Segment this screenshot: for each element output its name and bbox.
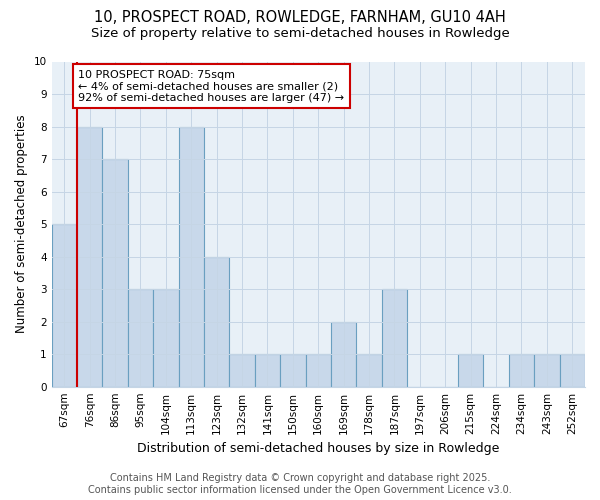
Bar [204,256,229,386]
Y-axis label: Number of semi-detached properties: Number of semi-detached properties [15,115,28,334]
X-axis label: Distribution of semi-detached houses by size in Rowledge: Distribution of semi-detached houses by … [137,442,499,455]
Bar [255,354,280,386]
Bar [560,354,585,386]
Bar [458,354,484,386]
Bar [103,159,128,386]
Bar [305,354,331,386]
Bar [229,354,255,386]
Text: 10, PROSPECT ROAD, ROWLEDGE, FARNHAM, GU10 4AH: 10, PROSPECT ROAD, ROWLEDGE, FARNHAM, GU… [94,10,506,25]
Bar [534,354,560,386]
Bar [356,354,382,386]
Bar [52,224,77,386]
Bar [153,289,179,386]
Bar [382,289,407,386]
Bar [128,289,153,386]
Bar [179,126,204,386]
Bar [77,126,103,386]
Text: Size of property relative to semi-detached houses in Rowledge: Size of property relative to semi-detach… [91,28,509,40]
Text: Contains HM Land Registry data © Crown copyright and database right 2025.
Contai: Contains HM Land Registry data © Crown c… [88,474,512,495]
Bar [331,322,356,386]
Bar [280,354,305,386]
Text: 10 PROSPECT ROAD: 75sqm
← 4% of semi-detached houses are smaller (2)
92% of semi: 10 PROSPECT ROAD: 75sqm ← 4% of semi-det… [78,70,344,103]
Bar [509,354,534,386]
